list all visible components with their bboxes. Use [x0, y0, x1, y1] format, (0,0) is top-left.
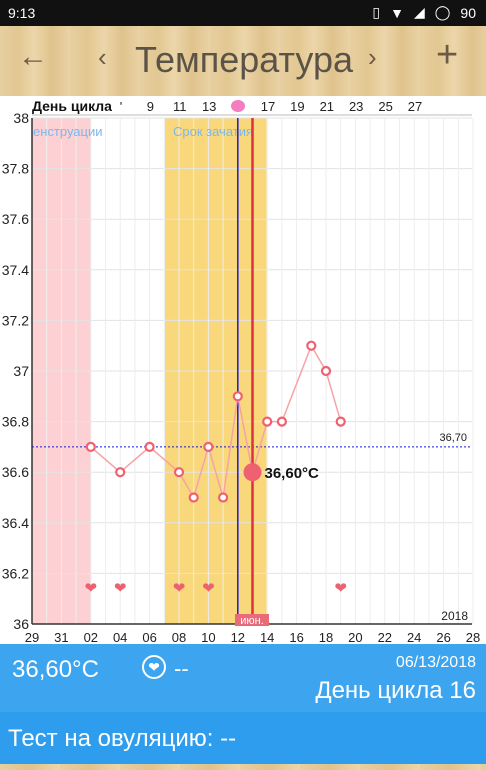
coverline-label: 36,70 [439, 432, 467, 444]
temperature-point [144, 441, 155, 452]
x-tick-label: 02 [84, 630, 98, 644]
cycle-day-tick: ' [120, 99, 122, 114]
x-tick-label: 04 [113, 630, 127, 644]
ovulation-flower-icon [231, 100, 245, 112]
status-time: 9:13 [8, 5, 36, 21]
x-tick-label: 08 [172, 630, 186, 644]
plus-icon[interactable]: + [436, 34, 459, 76]
cycle-day-tick: 21 [320, 99, 334, 114]
temperature-point [85, 441, 96, 452]
y-tick-label: 36.8 [2, 414, 29, 430]
year-label: 2018 [441, 609, 468, 623]
y-tick-label: 38 [13, 110, 29, 126]
selected-temperature-label: 36,60°C [265, 465, 320, 482]
month-label: июн. [240, 615, 264, 627]
x-tick-label: 24 [407, 630, 421, 644]
temperature-point [173, 467, 185, 478]
temperature-point [306, 340, 317, 351]
x-tick-label: 12 [231, 630, 245, 644]
temperature-point [115, 467, 126, 478]
x-tick-label: 31 [54, 630, 68, 644]
battery-icon: ◯ [434, 4, 451, 20]
month-label-bg [235, 614, 269, 626]
heart-marker-icon: ❤ [114, 579, 127, 597]
bottom-strip [0, 764, 486, 770]
status-bar: 9:13 ▯ ▼ ◢ ◯ 90 [0, 0, 486, 26]
page-title: Температура [135, 39, 354, 80]
heart-marker-icon: ❤ [85, 579, 98, 597]
y-tick-label: 37.2 [2, 312, 29, 328]
x-tick-label: 06 [142, 630, 156, 644]
x-tick-label: 18 [319, 630, 333, 644]
status-icons: ▯ ▼ ◢ ◯ 90 [372, 4, 476, 21]
temperature-chart[interactable]: 38 37.8 37.6 37.4 37.2 37 36.8 36.6 36.4 36.2 36 29… [0, 96, 486, 645]
cycle-day-tick: 17 [261, 99, 275, 114]
temperature-point [276, 416, 287, 427]
current-temperature: 36,60°C [12, 656, 99, 683]
temperature-point [218, 492, 229, 503]
menstruation-label: енструации [33, 124, 103, 139]
cycle-day-axis-title: День цикла [32, 98, 112, 114]
x-tick-label: 16 [289, 630, 303, 644]
temperature-point [232, 391, 243, 402]
chevron-left-icon[interactable]: ‹ [98, 42, 107, 72]
temperature-point [335, 416, 346, 427]
day-summary-panel[interactable]: 36,60°C ❤ -- 06/13/2018 День цикла 16 [0, 644, 486, 712]
battery-level: 90 [460, 4, 476, 21]
temperature-point [320, 365, 332, 377]
cycle-day-tick: 27 [408, 99, 422, 114]
x-tick-label: 29 [25, 630, 39, 644]
cycle-day-tick: 11 [173, 99, 187, 114]
temperature-point [188, 492, 199, 503]
y-tick-label: 36.2 [2, 565, 29, 581]
toolbar: ← ‹ Температура › + [0, 26, 486, 97]
ovulation-test-panel[interactable]: Тест на овуляцию: -- [0, 712, 486, 764]
signal-icon: ◢ [413, 4, 425, 20]
heart-marker-icon: ❤ [202, 579, 215, 597]
temperature-point [262, 416, 273, 427]
heart-icon[interactable]: ❤ [142, 655, 166, 679]
selected-temperature-point [243, 463, 262, 482]
cycle-day-tick: 25 [378, 99, 392, 114]
cycle-day-tick: 13 [202, 99, 216, 114]
temperature-point [203, 441, 214, 452]
x-tick-label: 10 [201, 630, 215, 644]
y-tick-label: 36.4 [2, 515, 29, 531]
vibrate-icon: ▯ [372, 4, 381, 20]
x-tick-label: 28 [466, 630, 480, 644]
wifi-icon: ▼ [390, 4, 404, 21]
cycle-day: День цикла 16 [315, 677, 476, 704]
sex-value: -- [174, 656, 189, 681]
fertile-label: Срок зачатия [173, 124, 253, 139]
heart-marker-icon: ❤ [173, 579, 186, 597]
y-tick-label: 36 [13, 616, 29, 632]
y-tick-label: 37.8 [2, 161, 29, 177]
cycle-day-tick: 19 [290, 99, 304, 114]
cycle-day-tick: 23 [349, 99, 363, 114]
ovulation-test-label: Тест на овуляцию: -- [8, 725, 237, 752]
x-tick-label: 20 [348, 630, 362, 644]
x-tick-label: 26 [436, 630, 450, 644]
selected-date: 06/13/2018 [395, 654, 476, 671]
cycle-day-tick: 9 [147, 99, 154, 114]
y-tick-label: 37.4 [2, 262, 29, 278]
y-tick-label: 36.6 [2, 464, 29, 480]
x-tick-label: 14 [260, 630, 274, 644]
arrow-left-icon[interactable]: ← [18, 40, 48, 73]
temperature-series-line [90, 343, 342, 500]
y-tick-label: 37 [13, 363, 29, 379]
chart-svg[interactable]: 38 37.8 37.6 37.4 37.2 37 36.8 36.6 36.4 36.2 3629… [0, 96, 486, 645]
y-tick-label: 37.6 [2, 211, 29, 227]
x-tick-label: 22 [378, 630, 392, 644]
heart-marker-icon: ❤ [334, 579, 347, 597]
chevron-right-icon[interactable]: › [368, 42, 377, 72]
